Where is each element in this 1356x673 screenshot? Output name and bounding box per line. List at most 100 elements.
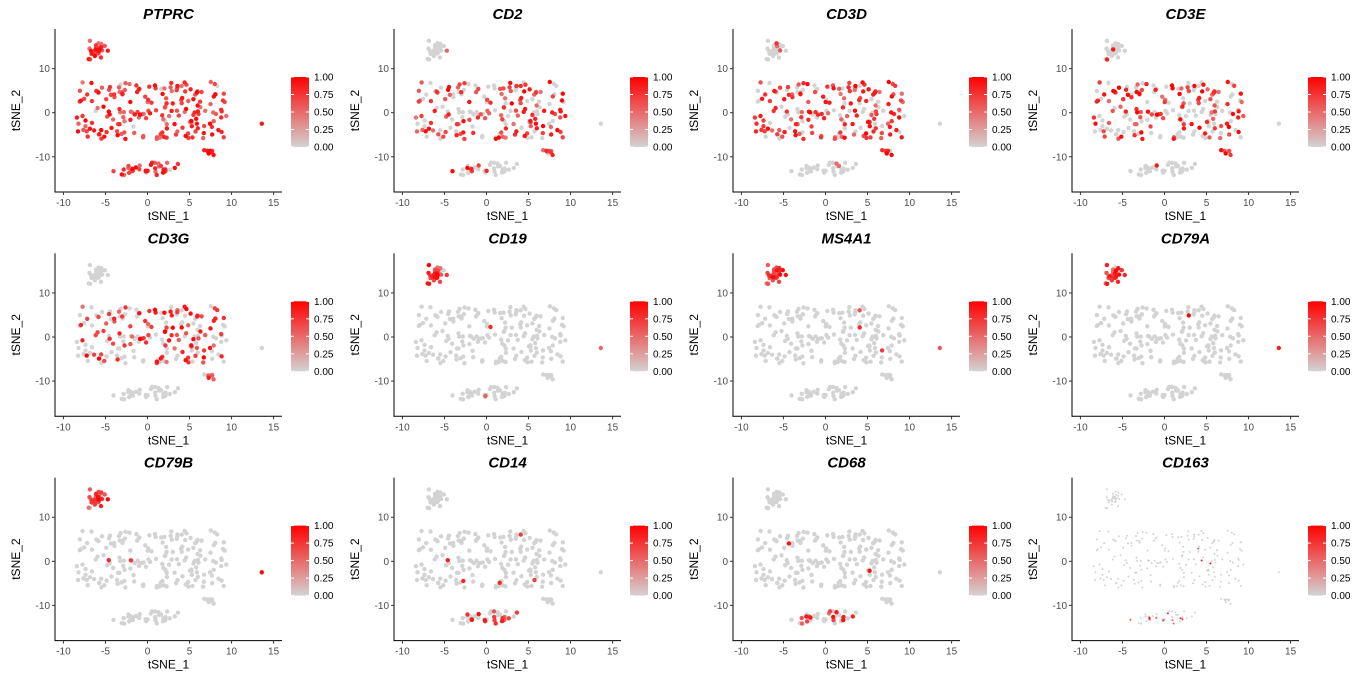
data-point (198, 329, 203, 334)
data-point (500, 134, 506, 139)
data-point (1203, 135, 1208, 141)
data-point (188, 535, 193, 541)
data-point (107, 336, 112, 341)
data-point (1154, 387, 1159, 392)
data-point (900, 548, 905, 553)
data-point (167, 616, 172, 621)
points (752, 38, 942, 178)
data-point (1154, 565, 1157, 568)
data-point (806, 548, 811, 553)
data-point (1150, 580, 1153, 583)
data-point (1216, 549, 1219, 552)
data-point (1200, 559, 1203, 562)
data-point (805, 530, 810, 535)
colorbar-label: 1.00 (653, 297, 673, 308)
data-point (78, 98, 84, 103)
data-point (1114, 495, 1116, 498)
data-point (461, 343, 466, 348)
data-point (476, 561, 482, 566)
data-point (105, 497, 111, 502)
data-point (857, 308, 862, 313)
data-point (85, 358, 90, 364)
data-point (102, 268, 108, 273)
x-tick-label: 5 (865, 647, 871, 658)
data-point (163, 544, 169, 550)
data-point (416, 537, 422, 542)
data-point (808, 615, 813, 620)
data-point (1123, 109, 1129, 114)
data-point (852, 108, 858, 113)
data-point (162, 534, 167, 540)
data-point (598, 121, 603, 126)
data-point (889, 94, 894, 99)
y-tick-label: 0 (1061, 333, 1067, 344)
data-point (790, 316, 795, 321)
data-point (147, 84, 152, 89)
data-point (1154, 163, 1159, 168)
data-point (777, 360, 782, 366)
data-point (166, 562, 172, 567)
data-point (763, 540, 768, 546)
data-point (95, 270, 101, 275)
data-point (1130, 542, 1133, 544)
data-point (797, 356, 802, 361)
data-point (758, 113, 763, 119)
data-point (1114, 490, 1117, 493)
colorbar-label: 0.75 (653, 314, 673, 325)
data-point (805, 306, 810, 311)
data-point (428, 98, 434, 104)
data-point (777, 309, 783, 315)
data-point (514, 610, 520, 615)
data-point (1179, 620, 1182, 623)
data-point (1204, 548, 1207, 551)
data-point (860, 558, 865, 563)
data-point (83, 342, 88, 347)
data-point (825, 111, 831, 116)
data-point (1193, 611, 1196, 614)
data-point (163, 343, 168, 348)
data-point (428, 529, 433, 534)
colorbar-label: 1.00 (653, 521, 673, 532)
data-point (1193, 337, 1199, 343)
data-point (818, 135, 824, 140)
data-point (1146, 393, 1151, 398)
data-point (123, 361, 128, 366)
data-point (1166, 612, 1169, 615)
data-point (432, 267, 438, 272)
data-point (210, 132, 215, 137)
data-point (199, 538, 204, 543)
data-point (881, 108, 886, 114)
y-tick-label: -10 (36, 377, 51, 388)
data-point (848, 549, 853, 555)
data-point (770, 53, 776, 59)
colorbar-label: 0.00 (653, 591, 673, 602)
data-point (1212, 89, 1217, 94)
data-point (224, 562, 229, 567)
data-point (858, 574, 863, 579)
data-point (842, 574, 848, 580)
data-point (1228, 152, 1233, 158)
data-point (175, 83, 180, 89)
data-point (502, 544, 508, 550)
data-point (164, 549, 169, 555)
points (752, 262, 942, 402)
colorbar-label: 0.75 (653, 90, 673, 101)
data-point (868, 135, 873, 140)
data-point (809, 124, 814, 129)
data-point (201, 584, 206, 589)
colorbar-label: 0.50 (1331, 108, 1351, 119)
data-point (783, 497, 788, 502)
data-point (1197, 547, 1200, 550)
data-point (761, 566, 766, 572)
x-tick-label: 0 (484, 198, 490, 209)
data-point (195, 574, 200, 580)
data-point (194, 116, 199, 122)
data-point (461, 119, 466, 124)
data-point (493, 621, 498, 626)
data-point (788, 341, 794, 346)
data-point (163, 553, 168, 558)
data-point (114, 577, 120, 583)
data-point (842, 350, 848, 355)
data-point (166, 113, 172, 119)
data-point (201, 355, 206, 360)
